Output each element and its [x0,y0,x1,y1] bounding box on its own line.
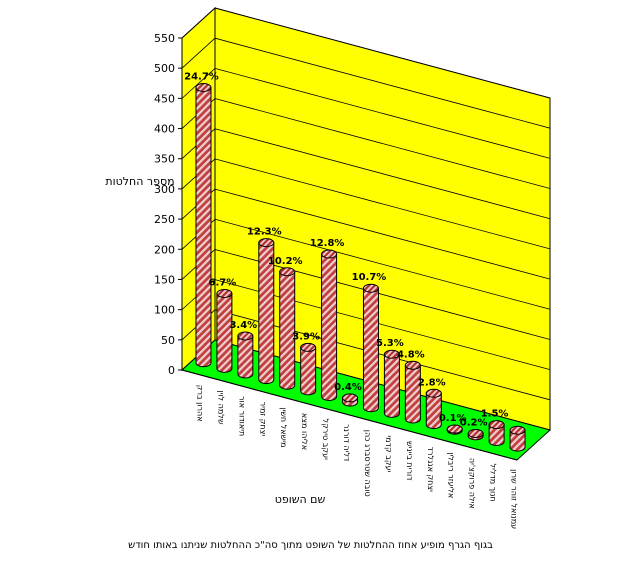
data-label: 5.3% [376,338,404,349]
x-axis-title: שם השופט [275,493,326,506]
category-label: אילה פרוקצ'יה [468,458,477,509]
footnote: בגוף הגרף מופיע אחוז ההחלטות של השופט מת… [128,540,493,551]
category-labels: אהרון ברק שלמה לוין תיאודור אור יצחק זמיר מי… [195,385,518,529]
grid-line [214,67,551,159]
bar [279,267,296,390]
y-tick-label: 250 [154,213,175,226]
data-label: 3.9% [292,331,320,342]
bar [342,393,359,407]
y-tick-label: 200 [154,243,175,256]
bar [300,342,317,396]
category-label: חנוך מדליל [489,464,498,502]
y-tick-label: 150 [154,273,175,286]
category-label: אליעזר ריבלין [447,452,456,498]
data-label: 0.2% [460,417,488,428]
y-tick-label: 350 [154,153,175,166]
bar [321,249,338,401]
category-label: אהרון ברק [195,385,204,422]
category-label: יעקב טירקל [321,419,330,461]
data-label: 1.5% [481,409,509,420]
category-label: מישאל חשין [279,407,288,447]
y-tick-label: 500 [154,62,175,75]
x-axis [181,369,518,461]
data-label: 12.8% [310,238,345,249]
grid-line [214,37,551,129]
data-label: 6.7% [209,278,237,289]
grid-line [214,188,551,280]
bar [404,360,421,424]
data-label: 4.8% [397,349,425,360]
bar [425,388,442,430]
y-tick-label: 550 [154,32,175,45]
category-label: תיאודור אור [237,396,246,436]
data-label: 10.2% [268,256,303,267]
data-label: 24.7% [184,72,219,83]
y-ticks: 0 50 100 150 200 250 300 350 400 450 500 550 [154,32,182,377]
category-label: יצחק זמיר [258,402,267,437]
bars: 24.7% 6.7% 3.4% 12.3% 10.2% 3.9% 12.8% 0.4% 10.7… [184,72,526,452]
grid-line [214,98,551,189]
y-tick-label: 50 [161,334,175,347]
grid-line [214,158,551,250]
data-label: 0.4% [334,382,362,393]
data-label: 3.4% [229,320,257,331]
bar [509,425,526,452]
bar [446,424,463,435]
bar [488,420,505,446]
grid-line [181,68,216,99]
category-label: דליה דורנר [342,424,351,462]
bar [383,349,400,418]
y-tick-label: 300 [154,183,175,196]
bar [216,289,233,373]
category-label: שלמה לוין [216,390,225,424]
category-label: אליהו מצא [300,413,309,450]
data-label: 10.7% [352,272,387,283]
category-label: עמנואל זוהר שרון [510,469,519,529]
bar [258,238,275,385]
bar [237,331,254,379]
category-label: יעקב קדמי [384,435,393,472]
bar [195,83,212,368]
bar [362,283,379,413]
grid-line [214,218,551,310]
bar [467,428,484,441]
data-label: 0.1% [439,413,467,424]
grid-line [181,7,216,39]
y-axis-title: מספר החלטות [105,175,174,188]
category-label: טובה שטרסברג כהן [363,430,372,497]
y-tick-label: 450 [154,92,175,105]
category-label: דורית בייניש [405,441,414,481]
grid-line [181,37,216,69]
category-label: יצחק אנגלרד [426,447,435,492]
grid-line [214,7,551,99]
data-label: 12.3% [247,227,282,238]
y-tick-label: 100 [154,304,175,317]
data-label: 2.8% [418,377,446,388]
y-tick-label: 0 [168,364,175,377]
y-tick-label: 400 [154,123,175,136]
grid-line [214,128,551,220]
